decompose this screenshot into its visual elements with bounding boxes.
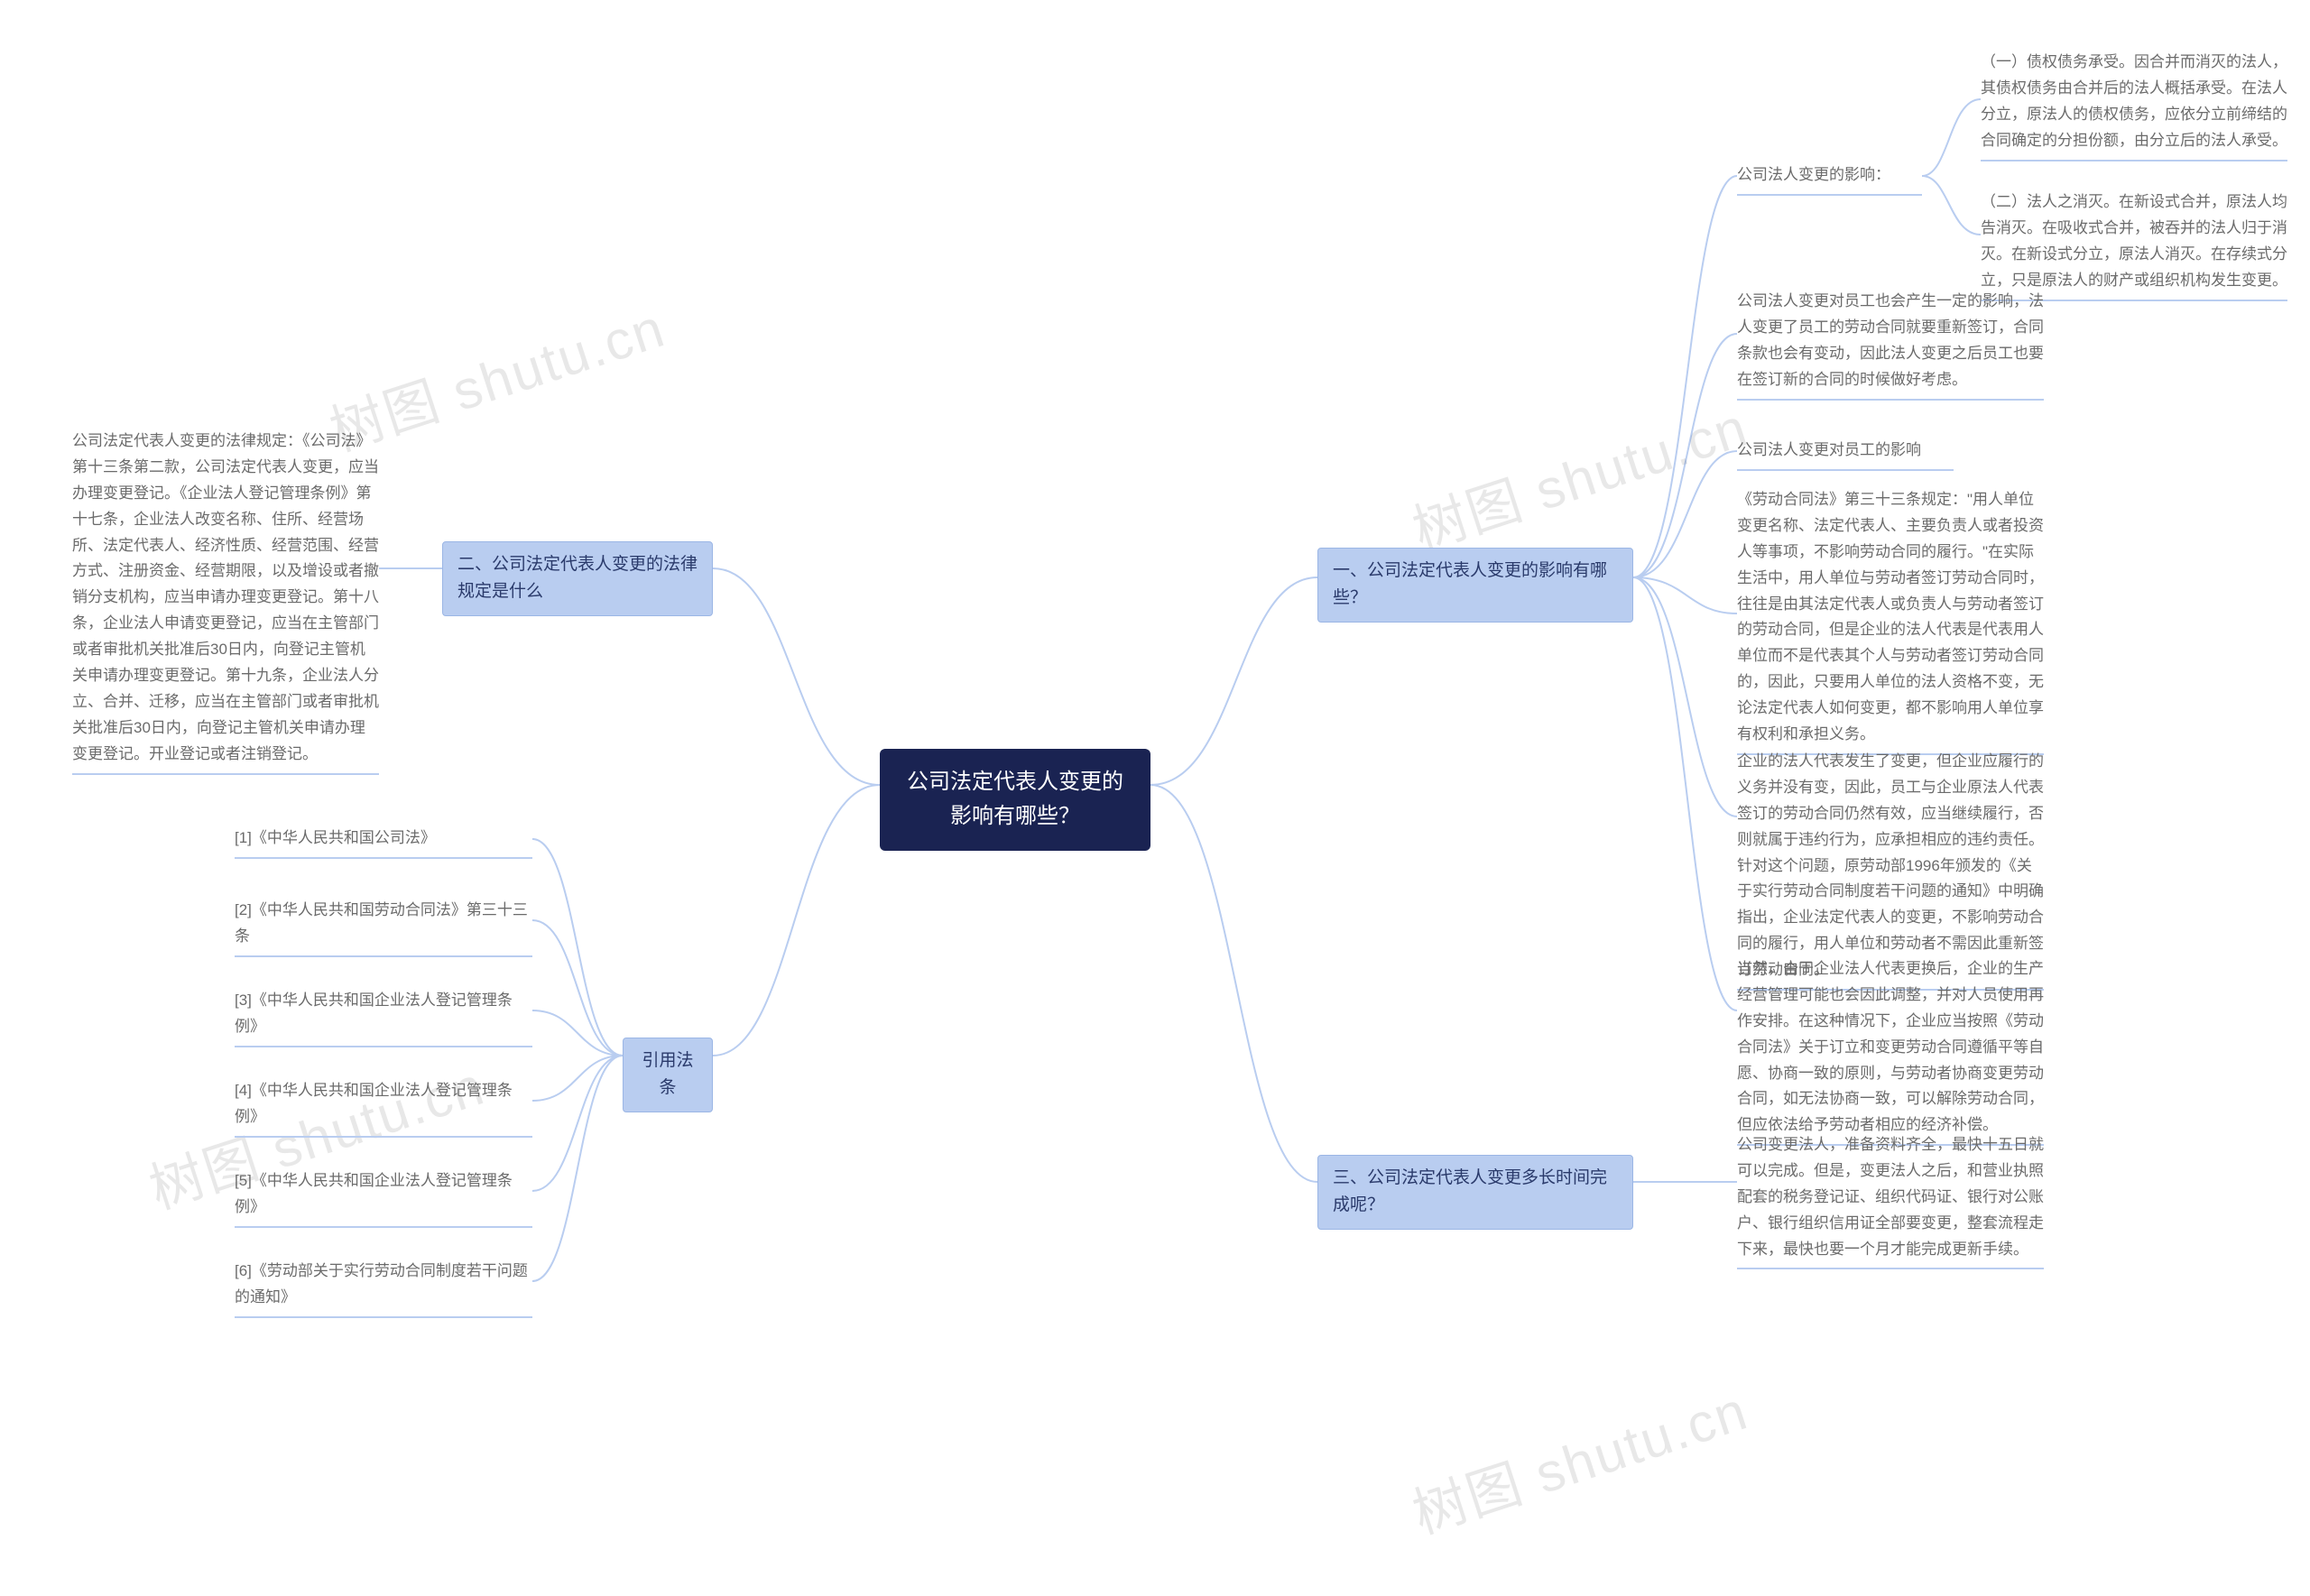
branch-2-title: 二、公司法定代表人变更的法律规定是什么 [457,555,698,601]
branch-refs-title: 引用法条 [642,1051,693,1097]
branch-3-title: 三、公司法定代表人变更多长时间完成呢？ [1333,1168,1607,1214]
leaf-ref-4: [4]《中华人民共和国企业法人登记管理条例》 [235,1078,532,1138]
leaf-b1c3c: 当然，由于企业法人代表更换后，企业的生产经营管理可能也会因此调整，并对人员使用再… [1737,956,2044,1146]
watermark: 树图 shutu.cn [1401,1367,1757,1549]
mindmap-canvas: 树图 shutu.cn 树图 shutu.cn 树图 shutu.cn 树图 s… [0,0,2310,1596]
leaf-b1c1b: （二）法人之消灭。在新设式合并，原法人均告消灭。在吸收式合并，被吞并的法人归于消… [1981,189,2287,301]
leaf-ref-6: [6]《劳动部关于实行劳动合同制度若干问题的通知》 [235,1259,532,1318]
leaf-b1c2: 公司法人变更对员工也会产生一定的影响，法人变更了员工的劳动合同就要重新签订，合同… [1737,289,2044,401]
leaf-ref-1: [1]《中华人民共和国公司法》 [235,826,532,859]
branch-3[interactable]: 三、公司法定代表人变更多长时间完成呢？ [1317,1155,1633,1230]
branch-refs[interactable]: 引用法条 [623,1038,713,1112]
leaf-b1c3b: 企业的法人代表发生了变更，但企业应履行的义务并没有变，因此，员工与企业原法人代表… [1737,749,2044,991]
watermark: 树图 shutu.cn [1401,383,1757,566]
branch-1[interactable]: 一、公司法定代表人变更的影响有哪些？ [1317,548,1633,623]
branch-1-title: 一、公司法定代表人变更的影响有哪些？ [1333,561,1607,607]
leaf-b2-child: 公司法定代表人变更的法律规定：《公司法》第十三条第二款，公司法定代表人变更，应当… [72,429,379,775]
root-node[interactable]: 公司法定代表人变更的影响有哪些？ [880,749,1150,851]
branch-2[interactable]: 二、公司法定代表人变更的法律规定是什么 [442,541,713,616]
leaf-b1c1a: （一）债权债务承受。因合并而消灭的法人，其债权债务由合并后的法人概括承受。在法人… [1981,50,2287,161]
leaf-ref-3: [3]《中华人民共和国企业法人登记管理条例》 [235,988,532,1047]
leaf-ref-5: [5]《中华人民共和国企业法人登记管理条例》 [235,1168,532,1228]
leaf-b3-child: 公司变更法人，准备资料齐全，最快十五日就可以完成。但是，变更法人之后，和营业执照… [1737,1132,2044,1269]
leaf-b1c3a: 《劳动合同法》第三十三条规定："用人单位变更名称、法定代表人、主要负责人或者投资… [1737,487,2044,755]
root-text: 公司法定代表人变更的影响有哪些？ [907,770,1123,828]
leaf-ref-2: [2]《中华人民共和国劳动合同法》第三十三条 [235,898,532,957]
leaf-b1c1-title: 公司法人变更的影响： [1737,162,1922,196]
leaf-b1c3-title: 公司法人变更对员工的影响 [1737,438,1954,471]
